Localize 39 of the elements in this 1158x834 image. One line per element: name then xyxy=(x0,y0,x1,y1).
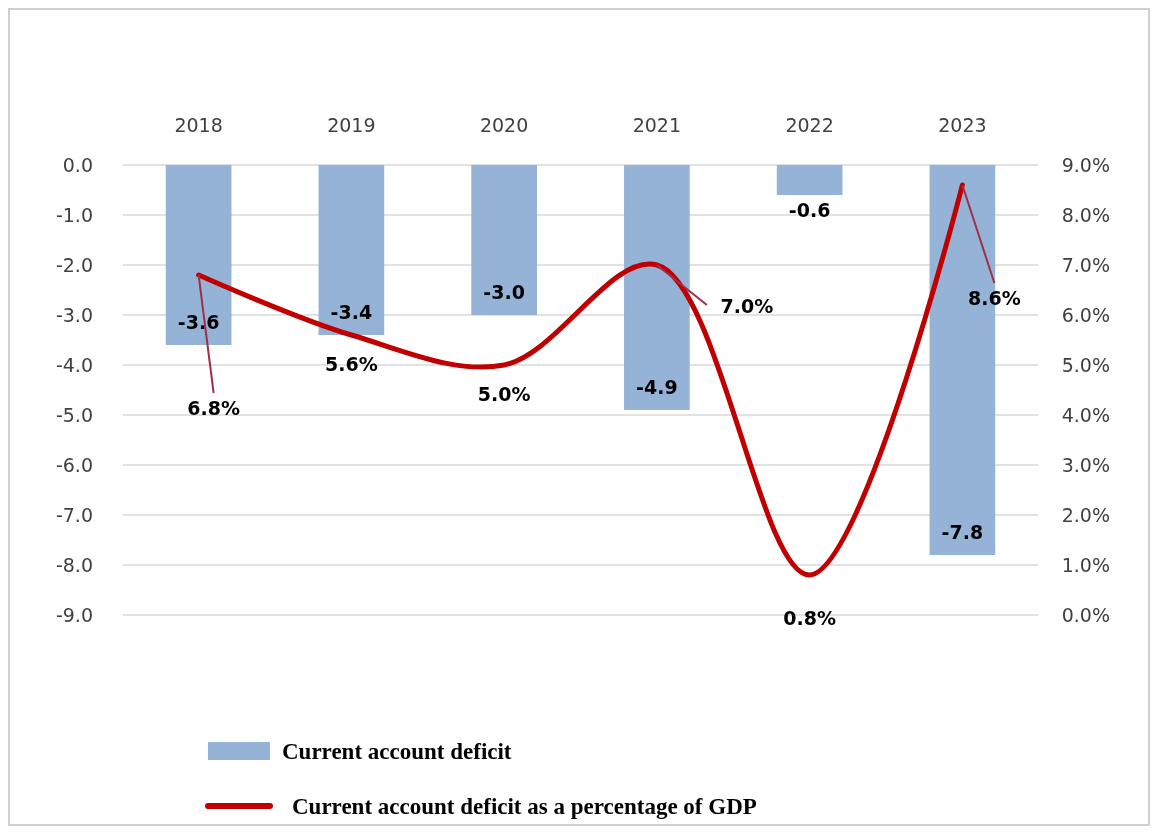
y2-tick-label: 1.0% xyxy=(1061,553,1110,576)
y2-tick-label: 3.0% xyxy=(1061,453,1110,476)
y-tick-label: -6.0 xyxy=(55,453,93,476)
data-label: -4.9 xyxy=(636,376,678,398)
y2-tick-label: 5.0% xyxy=(1061,353,1110,376)
x-tick-label: 2021 xyxy=(632,114,682,136)
y2-tick-label: 2.0% xyxy=(1061,503,1110,526)
y-tick-label: 0.0 xyxy=(62,153,93,176)
y2-tick-label: 8.0% xyxy=(1061,203,1110,226)
y-tick-label: -9.0 xyxy=(55,603,93,626)
data-label: 8.6% xyxy=(968,287,1021,309)
y-tick-label: -1.0 xyxy=(55,203,93,226)
x-tick-label: 2020 xyxy=(479,114,529,136)
x-tick-label: 2022 xyxy=(785,114,834,136)
legend-label: Current account deficit xyxy=(282,739,512,765)
y-tick-label: -2.0 xyxy=(55,253,93,276)
y-tick-label: -3.0 xyxy=(55,303,93,326)
y-tick-label: -8.0 xyxy=(55,553,93,576)
y2-tick-label: 7.0% xyxy=(1061,253,1110,276)
data-label: 0.8% xyxy=(783,607,836,629)
x-tick-label: 2018 xyxy=(174,114,223,136)
data-label: -3.4 xyxy=(330,301,373,323)
y2-tick-label: 9.0% xyxy=(1061,153,1110,176)
data-label: -3.0 xyxy=(483,281,525,303)
y2-tick-label: 6.0% xyxy=(1061,303,1110,326)
y-tick-label: -4.0 xyxy=(55,353,93,376)
legend-label: Current account deficit as a percentage of GDP xyxy=(292,794,757,820)
y-tick-label: -7.0 xyxy=(55,503,93,526)
data-label: -7.8 xyxy=(941,521,984,543)
data-label: -0.6 xyxy=(788,199,831,221)
x-tick-label: 2019 xyxy=(327,114,376,136)
y2-tick-label: 0.0% xyxy=(1061,603,1110,626)
x-tick-label: 2023 xyxy=(938,114,987,136)
data-label: 6.8% xyxy=(187,397,240,419)
data-label: 5.6% xyxy=(325,353,378,375)
data-label: 5.0% xyxy=(477,383,531,405)
y2-tick-label: 4.0% xyxy=(1061,403,1110,426)
y-tick-label: -5.0 xyxy=(55,403,93,426)
data-label: 7.0% xyxy=(720,295,774,317)
